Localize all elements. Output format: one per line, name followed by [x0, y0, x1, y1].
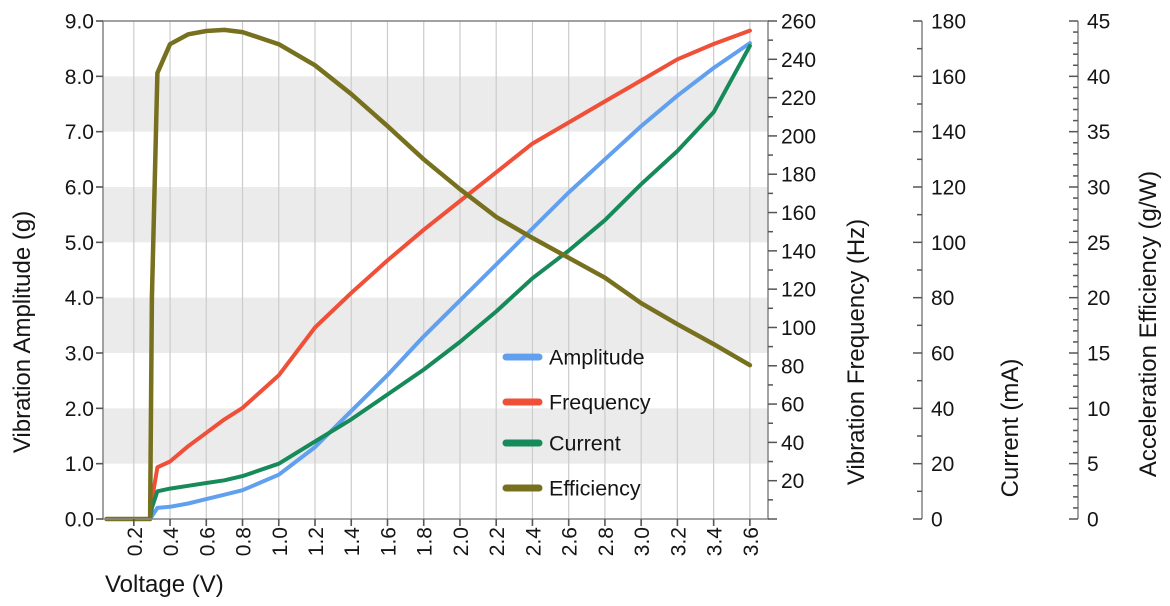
current-tick-label: 120: [931, 177, 966, 200]
band: [103, 76, 768, 132]
amplitude-tick-label: 0.0: [65, 509, 94, 532]
frequency-tick-label: 200: [781, 125, 816, 148]
y-axis-title-frequency: Vibration Frequency (Hz): [843, 219, 870, 485]
frequency-tick-label: 80: [781, 355, 804, 378]
amplitude-tick-label: 8.0: [65, 66, 94, 89]
current-tick-label: 140: [931, 121, 966, 144]
frequency-tick-label: 120: [781, 279, 816, 302]
frequency-tick-label: 160: [781, 202, 816, 225]
amplitude-tick-label: 9.0: [65, 11, 94, 34]
efficiency-tick-label: 15: [1087, 343, 1110, 366]
efficiency-tick-label: 35: [1087, 121, 1110, 144]
amplitude-tick-label: 3.0: [65, 343, 94, 366]
legend: Amplitude Frequency Current Efficiency: [502, 346, 651, 501]
frequency-tick-label: 260: [781, 11, 816, 34]
frequency-tick-label: 240: [781, 49, 816, 72]
legend-label: Amplitude: [549, 346, 645, 370]
y-axis-title-current: Current (mA): [997, 359, 1024, 498]
current-tick-label: 160: [931, 66, 966, 89]
current-tick-label: 60: [931, 343, 954, 366]
legend-item-frequency: Frequency: [502, 391, 651, 415]
x-tick-label: 0.6: [196, 527, 219, 556]
current-tick-label: 40: [931, 398, 954, 421]
amplitude-tick-label: 5.0: [65, 232, 94, 255]
efficiency-tick-label: 5: [1087, 453, 1099, 476]
amplitude-tick-label: 2.0: [65, 398, 94, 421]
x-tick-label: 3.0: [631, 527, 654, 556]
legend-label: Current: [549, 432, 621, 456]
axis-titles: Vibration Amplitude (g) Vibration Freque…: [9, 171, 1162, 598]
band: [103, 187, 768, 243]
frequency-tick-label: 20: [781, 470, 804, 493]
x-tick-label: 2.6: [559, 527, 582, 556]
series-line-efficiency: [104, 27, 753, 522]
x-tick-label: 2.4: [522, 527, 545, 557]
axes: 0.0 1.0 2.0 3.0 4.0 5.0 6.0 7.0 8.0 9.0 0.2 0.4 0.6 0…: [65, 11, 1111, 557]
x-tick-label: 1.4: [341, 527, 364, 557]
current-tick-label: 0: [931, 509, 943, 532]
x-tick-label: 2.0: [450, 527, 473, 556]
legend-item-amplitude: Amplitude: [502, 346, 645, 370]
current-tick-label: 100: [931, 232, 966, 255]
y-axis-title-amplitude: Vibration Amplitude (g): [9, 211, 36, 453]
efficiency-tick-label: 25: [1087, 232, 1110, 255]
amplitude-tick-label: 7.0: [65, 121, 94, 144]
gridlines: [133, 21, 751, 519]
efficiency-tick-label: 45: [1087, 11, 1110, 34]
frequency-tick-label: 180: [781, 164, 816, 187]
x-tick-label: 1.0: [269, 527, 292, 556]
x-tick-label: 2.2: [486, 527, 509, 556]
x-tick-label: 3.6: [740, 527, 763, 556]
band: [103, 408, 768, 464]
efficiency-tick-label: 20: [1087, 287, 1110, 310]
legend-item-efficiency: Efficiency: [502, 477, 641, 501]
series-line-frequency: [104, 28, 752, 521]
x-tick-label: 3.2: [667, 527, 690, 556]
y-axis-title-efficiency: Acceleration Efficiency (g/W): [1135, 171, 1162, 477]
background-bands: [103, 76, 768, 464]
frequency-tick-label: 220: [781, 87, 816, 110]
legend-label: Frequency: [549, 391, 651, 415]
legend-label: Efficiency: [549, 477, 641, 501]
series-line-amplitude: [104, 41, 752, 521]
frequency-tick-label: 40: [781, 432, 804, 455]
x-tick-label: 1.2: [305, 527, 328, 556]
x-tick-label: 2.8: [595, 527, 618, 556]
legend-item-current: Current: [502, 432, 621, 456]
current-tick-label: 20: [931, 453, 954, 476]
efficiency-tick-label: 30: [1087, 177, 1110, 200]
x-axis-title: Voltage (V): [105, 571, 224, 598]
frequency-tick-label: 140: [781, 240, 816, 263]
frequency-tick-label: 100: [781, 317, 816, 340]
current-tick-label: 180: [931, 11, 966, 34]
x-tick-label: 0.8: [233, 527, 256, 556]
frequency-tick-label: 60: [781, 394, 804, 417]
x-tick-label: 1.8: [414, 527, 437, 556]
amplitude-tick-label: 6.0: [65, 177, 94, 200]
series-line-current: [104, 43, 752, 521]
efficiency-tick-label: 10: [1087, 398, 1110, 421]
efficiency-tick-label: 40: [1087, 66, 1110, 89]
amplitude-tick-label: 1.0: [65, 453, 94, 476]
efficiency-tick-label: 0: [1087, 509, 1099, 532]
x-tick-label: 3.4: [704, 527, 727, 557]
amplitude-tick-label: 4.0: [65, 287, 94, 310]
x-tick-label: 0.4: [160, 527, 183, 557]
series-curves: [104, 27, 753, 522]
current-tick-label: 80: [931, 287, 954, 310]
x-tick-label: 1.6: [377, 527, 400, 556]
x-tick-label: 0.2: [124, 527, 147, 556]
